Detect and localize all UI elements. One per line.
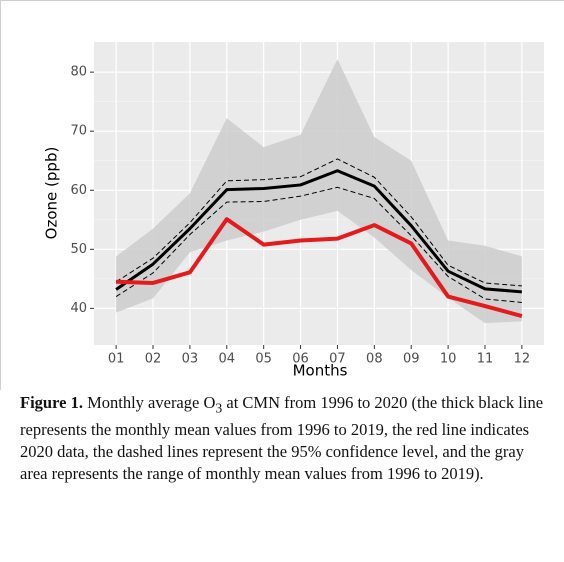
x-tick-label: 10 [440, 352, 457, 367]
x-tick-label: 09 [403, 352, 420, 367]
x-tick-label: 01 [108, 352, 125, 367]
line [116, 217, 523, 318]
x-tick-label: 05 [255, 352, 272, 367]
caption-text: at CMN from 1996 to 2020 (the thick blac… [20, 393, 544, 484]
x-tick-label: 12 [514, 352, 531, 367]
y-tick-label: 60 [70, 183, 87, 198]
x-tick-label: 06 [292, 352, 309, 367]
y-tick-label: 50 [70, 242, 87, 257]
y-tick-label: 40 [70, 301, 87, 316]
line [115, 169, 522, 294]
y-axis-title: Ozone (ppb) [43, 147, 61, 240]
chart: Months Ozone (ppb) 40 50 60 70 80 01 02 03 04 05 0… [0, 0, 564, 390]
y-tick-label: 80 [70, 65, 87, 80]
caption-label: Figure 1. [20, 393, 83, 412]
caption-text: Monthly average O [82, 393, 216, 412]
x-axis-title: Months [293, 362, 348, 380]
x-tick-label: 03 [182, 352, 199, 367]
line [115, 158, 522, 287]
x-tick-label: 08 [366, 352, 383, 367]
x-tick-label: 02 [145, 352, 162, 367]
x-tick-label: 07 [329, 352, 346, 367]
x-tick-label: 04 [219, 352, 236, 367]
y-tick-label: 70 [70, 124, 87, 139]
line [115, 186, 522, 303]
caption: Figure 1. Monthly average O3 at CMN from… [20, 392, 550, 485]
caption-subscript: 3 [215, 400, 223, 416]
x-tick-label: 11 [477, 352, 494, 367]
